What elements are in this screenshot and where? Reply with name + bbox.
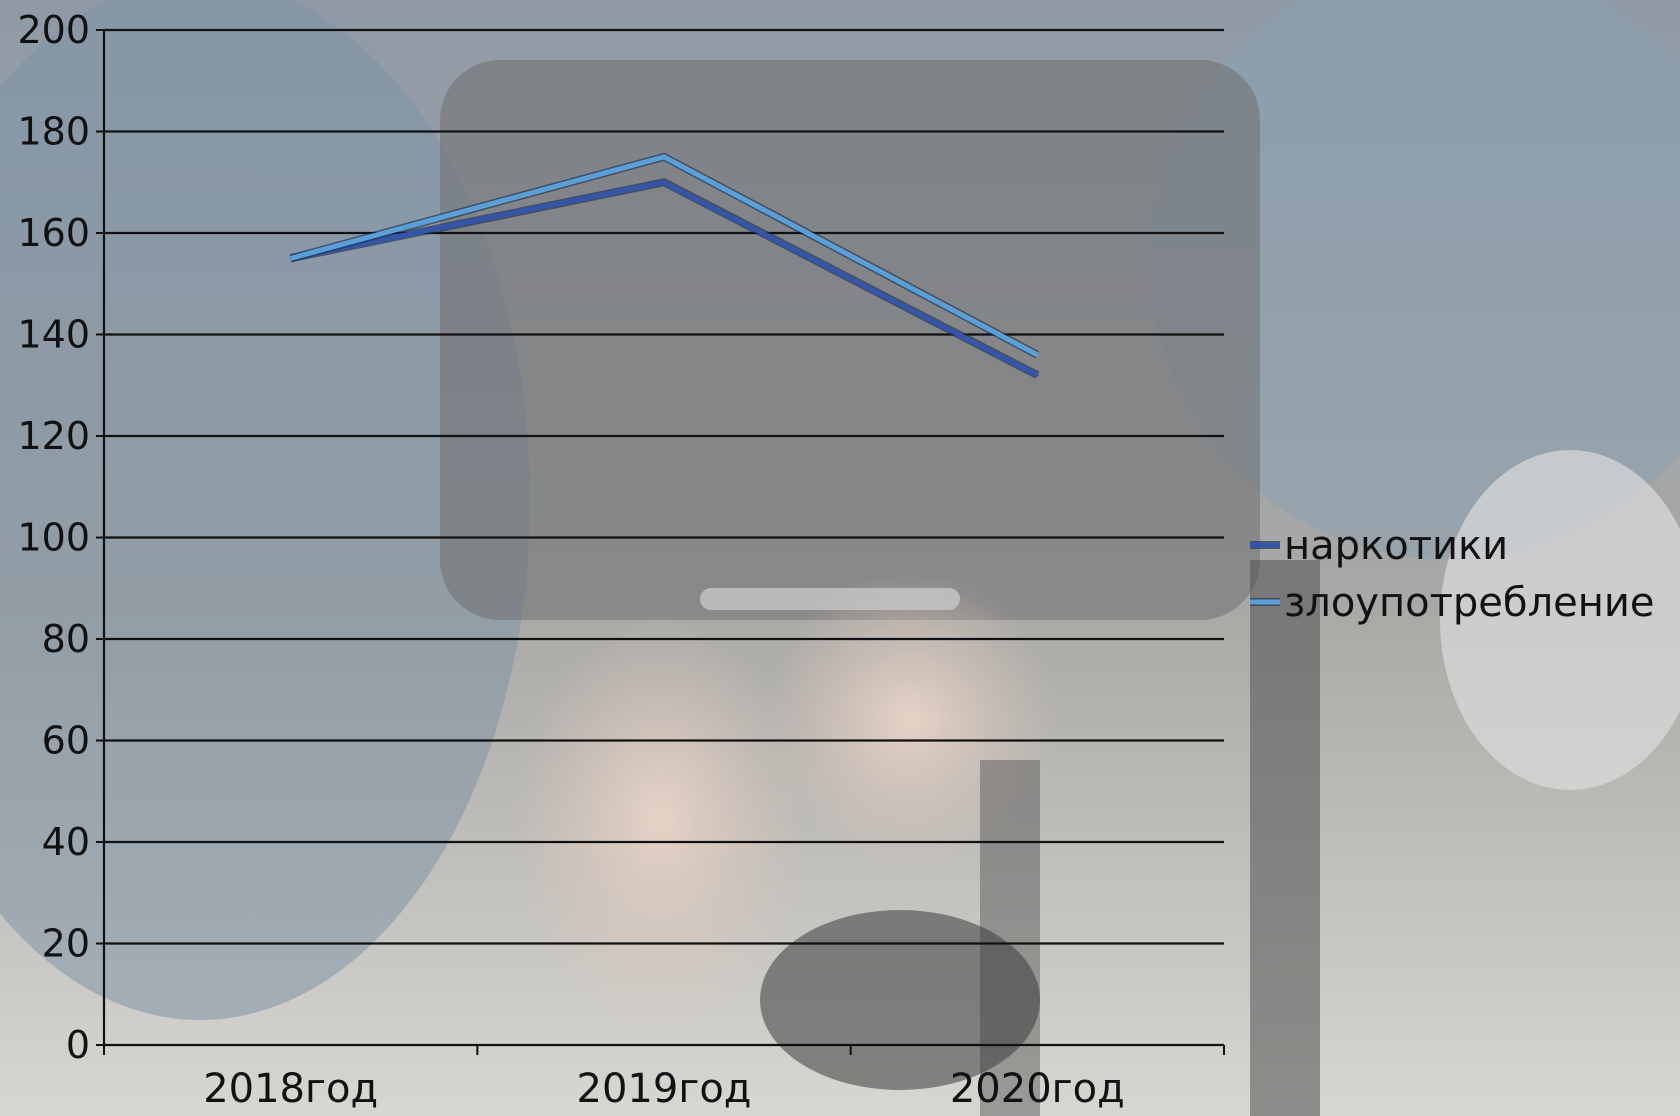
data-point-s0-2 (1035, 373, 1039, 377)
x-category-label: 2018год (203, 1066, 378, 1112)
y-tick-label: 80 (42, 617, 90, 661)
y-tick-label: 20 (42, 922, 90, 966)
x-axis-ticks: 2018год 2019год 2020год (103, 1045, 1225, 1112)
series-lines (289, 152, 1040, 379)
data-point-s1-0 (289, 256, 293, 260)
x-category-label: 2019год (577, 1066, 752, 1112)
gridlines (104, 28, 1224, 945)
y-tick-label: 140 (17, 313, 90, 357)
legend: наркотики злоупотребление (1250, 523, 1655, 626)
y-tick-label: 120 (17, 414, 90, 458)
data-point-s1-2 (1035, 353, 1039, 357)
y-tick-label: 160 (17, 211, 90, 255)
y-tick-label: 40 (42, 820, 90, 864)
y-tick-label: 60 (42, 719, 90, 763)
y-tick-label: 180 (17, 110, 90, 154)
y-tick-label: 0 (66, 1023, 90, 1067)
data-point-s0-1 (662, 180, 666, 184)
data-point-s1-1 (662, 155, 666, 159)
y-axis-ticks: 0 20 40 60 80 100 120 140 160 180 200 (17, 8, 104, 1067)
legend-label: наркотики (1284, 523, 1508, 569)
x-category-label: 2020год (950, 1066, 1125, 1112)
y-tick-label: 100 (17, 516, 90, 560)
legend-label: злоупотребление (1284, 580, 1655, 626)
y-tick-label: 200 (17, 8, 90, 52)
